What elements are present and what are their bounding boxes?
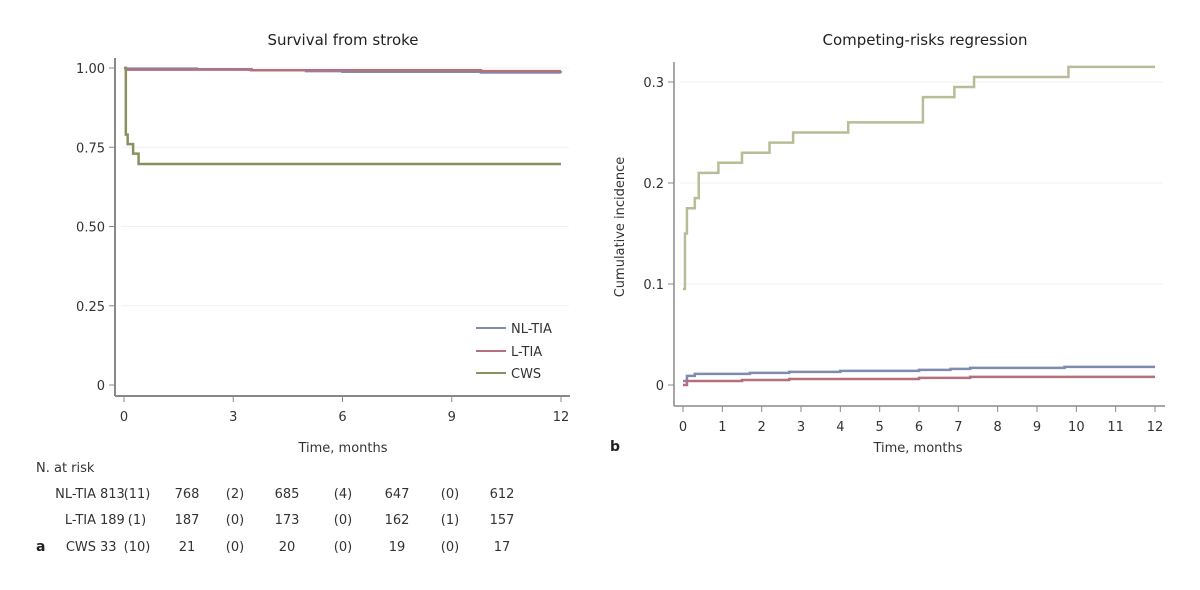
at-risk-cell: 612 xyxy=(490,487,515,502)
x-tick-label: 11 xyxy=(1107,420,1124,435)
x-tick-label: 12 xyxy=(1147,420,1164,435)
y-tick-label: 0 xyxy=(97,379,105,394)
x-tick-label: 0 xyxy=(120,410,128,425)
x-tick-label: 12 xyxy=(553,410,570,425)
right-series xyxy=(683,65,1155,387)
at-risk-group-label: NL-TIA xyxy=(55,487,96,502)
at-risk-cell: 768 xyxy=(175,487,200,502)
at-risk-cell: 647 xyxy=(385,487,410,502)
at-risk-cell: 17 xyxy=(494,540,511,555)
left-y-ticks: 0 0.25 0.50 0.75 1.00 xyxy=(76,62,115,394)
x-tick-label: 0 xyxy=(679,420,687,435)
right-title: Competing-risks regression xyxy=(822,31,1027,49)
x-tick-label: 8 xyxy=(994,420,1002,435)
at-risk-group-label: L-TIA xyxy=(65,513,96,528)
legend-label-nl-tia: NL-TIA xyxy=(511,322,552,337)
x-tick-label: 2 xyxy=(758,420,766,435)
legend-label-cws: CWS xyxy=(511,367,541,382)
x-tick-label: 9 xyxy=(1033,420,1041,435)
at-risk-cell: 157 xyxy=(490,513,515,528)
x-tick-label: 9 xyxy=(448,410,456,425)
series-line-nl-tia xyxy=(683,365,1155,383)
at-risk-cell: (10) xyxy=(124,540,151,555)
at-risk-cell: (11) xyxy=(124,487,151,502)
right-x-label: Time, months xyxy=(872,441,962,456)
left-series xyxy=(124,66,563,166)
at-risk-cell: (1) xyxy=(441,513,459,528)
y-tick-label: 0.25 xyxy=(76,300,105,315)
panel-label-b: b xyxy=(610,439,620,455)
x-tick-label: 10 xyxy=(1068,420,1085,435)
at-risk-cell: (0) xyxy=(334,540,352,555)
series-line-cws xyxy=(683,65,1155,291)
at-risk-cell: 19 xyxy=(389,540,406,555)
x-tick-label: 1 xyxy=(718,420,726,435)
y-tick-label: 0 xyxy=(656,379,664,394)
right-y-label: Cumulative incidence xyxy=(613,157,628,298)
series-line-l-tia xyxy=(683,375,1155,387)
at-risk-cell: 33 xyxy=(100,540,117,555)
survival-plot: Survival from stroke 0 0.25 0.50 0.75 1.00 0… xyxy=(36,31,570,555)
x-tick-label: 6 xyxy=(338,410,346,425)
y-tick-label: 0.75 xyxy=(76,141,105,156)
series-line-cws xyxy=(124,66,561,166)
at-risk-cell: 173 xyxy=(275,513,300,528)
at-risk-cell: 189 xyxy=(100,513,125,528)
at-risk-cell: (0) xyxy=(226,540,244,555)
right-gridlines xyxy=(680,81,1163,285)
at-risk-cell: 685 xyxy=(275,487,300,502)
at-risk-cell: 162 xyxy=(385,513,410,528)
at-risk-header: N. at risk xyxy=(36,461,95,476)
y-tick-label: 0.1 xyxy=(643,278,664,293)
right-x-ticks: 0 1 2 3 4 5 6 7 8 9 10 11 12 xyxy=(679,406,1163,435)
at-risk-group-label: CWS xyxy=(66,540,96,555)
at-risk-cell: (2) xyxy=(226,487,244,502)
at-risk-cell: (0) xyxy=(441,540,459,555)
right-y-ticks: 0 0.1 0.2 0.3 xyxy=(643,76,674,394)
at-risk-cell: (4) xyxy=(334,487,352,502)
panel-label-a: a xyxy=(36,539,45,555)
y-tick-label: 0.50 xyxy=(76,221,105,236)
x-tick-label: 4 xyxy=(836,420,844,435)
x-tick-label: 5 xyxy=(876,420,884,435)
x-tick-label: 6 xyxy=(915,420,923,435)
left-gridlines xyxy=(121,67,569,307)
y-tick-label: 0.2 xyxy=(643,177,664,192)
y-tick-label: 1.00 xyxy=(76,62,105,77)
at-risk-cell: (0) xyxy=(441,487,459,502)
left-x-label: Time, months xyxy=(297,441,387,456)
at-risk-cell: 21 xyxy=(179,540,196,555)
at-risk-cell: 187 xyxy=(175,513,200,528)
at-risk-cell: (1) xyxy=(128,513,146,528)
at-risk-cell: 813 xyxy=(100,487,125,502)
competing-risks-plot: Competing-risks regression 0 0.1 0.2 0.3 0 1… xyxy=(610,31,1165,456)
at-risk-cell: (0) xyxy=(334,513,352,528)
x-tick-label: 3 xyxy=(229,410,237,425)
y-tick-label: 0.3 xyxy=(643,76,664,91)
left-title: Survival from stroke xyxy=(267,31,418,49)
legend-label-l-tia: L-TIA xyxy=(511,345,542,360)
at-risk-table: NL-TIA 813(11) 768 (2) 685 (4) 647 (0) 612 L-TIA 1… xyxy=(55,487,514,555)
legend: NL-TIA L-TIA CWS xyxy=(476,322,552,382)
x-tick-label: 7 xyxy=(954,420,962,435)
at-risk-cell: 20 xyxy=(279,540,296,555)
left-x-ticks: 0 3 6 9 12 xyxy=(120,396,569,425)
x-tick-label: 3 xyxy=(797,420,805,435)
at-risk-cell: (0) xyxy=(226,513,244,528)
